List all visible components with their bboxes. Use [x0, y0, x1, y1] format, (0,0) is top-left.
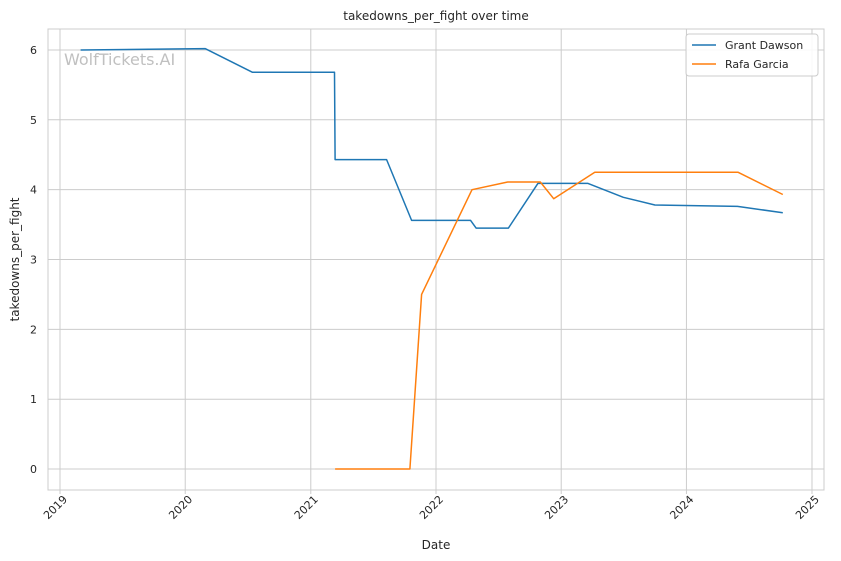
x-tick-label: 2019: [41, 493, 70, 522]
y-tick-label: 4: [30, 184, 37, 197]
series-line-0: [80, 47, 783, 229]
x-tick-label: 2023: [542, 493, 571, 522]
series-lines: [80, 47, 784, 470]
y-tick-label: 3: [30, 254, 37, 267]
x-axis-label: Date: [422, 538, 451, 552]
x-tick-label: 2024: [667, 493, 696, 522]
x-tick-label: 2021: [292, 493, 321, 522]
legend-label: Rafa Garcia: [725, 58, 789, 71]
series-line-1: [335, 171, 784, 470]
y-tick-label: 0: [30, 463, 37, 476]
legend: Grant Dawson Rafa Garcia: [685, 33, 819, 77]
y-axis-ticks: 0 1 2 3 4 5 6: [30, 44, 37, 476]
y-tick-label: 2: [30, 323, 37, 336]
x-tick-label: 2022: [417, 493, 446, 522]
legend-box: [685, 33, 819, 77]
grid: [48, 29, 824, 490]
y-axis-label: takedowns_per_fight: [8, 197, 22, 321]
x-tick-label: 2020: [166, 493, 195, 522]
x-tick-label: 2025: [793, 493, 822, 522]
y-tick-label: 5: [30, 114, 37, 127]
y-tick-label: 6: [30, 44, 37, 57]
x-axis-ticks: 2019 2020 2021 2022 2023 2024 2025: [41, 490, 822, 522]
chart-title: takedowns_per_fight over time: [343, 9, 529, 23]
watermark-text: WolfTickets.AI: [64, 50, 175, 69]
legend-label: Grant Dawson: [725, 39, 803, 52]
y-tick-label: 1: [30, 393, 37, 406]
